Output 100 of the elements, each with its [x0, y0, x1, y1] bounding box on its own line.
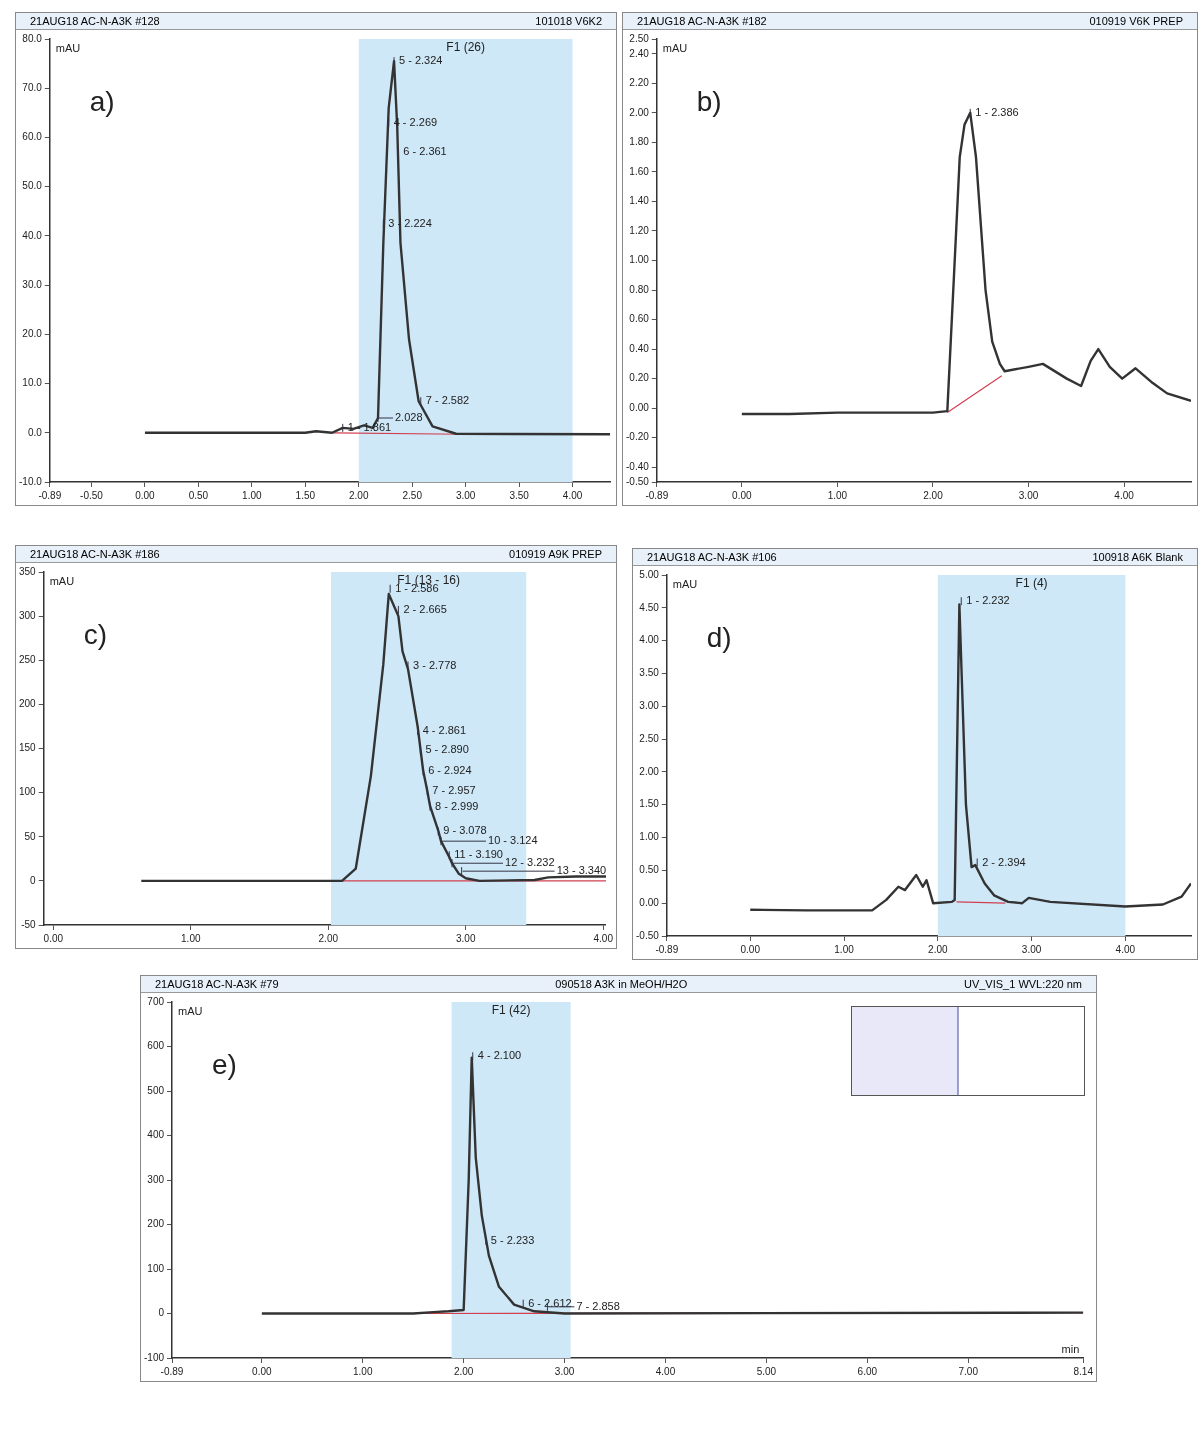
annotation: 10 - 3.124	[488, 834, 538, 847]
x-tick-label: 0.00	[740, 943, 761, 955]
y-tick-label: 4.00	[639, 634, 660, 646]
y-tick-label: 1.60	[629, 165, 650, 177]
y-tick-label: 1.50	[639, 798, 660, 810]
chart-subtitle: 010919 A9K PREP	[509, 547, 602, 562]
y-tick-label: 50.0	[22, 180, 43, 192]
y-tick-label: -100	[144, 1351, 165, 1363]
x-tick-label: 3.00	[456, 932, 476, 944]
chart-title: 21AUG18 AC-N-A3K #79	[155, 977, 279, 992]
annotation: 1 - 2.232	[966, 594, 1010, 607]
y-tick-label: 200	[19, 698, 37, 710]
y-tick-label: 1.40	[629, 195, 650, 207]
band-label: F1 (26)	[446, 40, 486, 55]
annotation: a)	[89, 85, 115, 117]
annotation: 5 - 2.233	[490, 1233, 535, 1246]
x-tick-label: 5.00	[756, 1365, 777, 1377]
y-tick-label: 2.00	[639, 765, 660, 777]
y-tick-label: 350	[19, 565, 37, 577]
annotation: 3 - 2.778	[413, 658, 457, 671]
y-tick-label: 10.0	[22, 377, 43, 389]
chart-title: 21AUG18 AC-N-A3K #182	[637, 14, 767, 29]
annotation: 5 - 2.324	[399, 54, 443, 67]
y-tick-label: 0.40	[629, 342, 650, 354]
y-tick-label: 1.20	[629, 224, 650, 236]
y-tick-label: -50	[21, 918, 37, 930]
x-tick-label: 1.00	[181, 932, 201, 944]
band-label: F1 (42)	[491, 1003, 531, 1018]
annotation: b)	[696, 85, 722, 117]
y-tick-label: 2.00	[629, 106, 650, 118]
y-tick-label: -0.50	[626, 475, 650, 487]
annotation: 2 - 2.665	[403, 602, 447, 615]
y-tick-label: 40.0	[22, 229, 43, 241]
x-tick-label: 1.50	[295, 489, 316, 501]
y-tick-label: 30.0	[22, 278, 43, 290]
annotation: 6 - 2.361	[403, 145, 447, 158]
y-tick-label: 0.80	[629, 283, 650, 295]
y-tick-label: -0.40	[626, 460, 650, 472]
x-tick-label: 2.00	[453, 1365, 474, 1377]
y-axis-title: mAU	[178, 1004, 203, 1017]
annotation: 6 - 2.612	[528, 1296, 572, 1309]
x-tick-label: 0.00	[252, 1365, 272, 1377]
y-tick-label: 300	[147, 1173, 165, 1185]
annotation: 7 - 2.858	[576, 1299, 620, 1312]
annotation: 6 - 2.924	[428, 764, 472, 777]
y-tick-label: 0.50	[639, 864, 660, 876]
y-axis-title: mAU	[672, 577, 698, 590]
annotation: 1 - 2.386	[975, 105, 1019, 118]
y-tick-label: 4.50	[639, 601, 660, 613]
chart-title: 21AUG18 AC-N-A3K #186	[30, 547, 160, 562]
annotation: 11 - 3.190	[454, 848, 503, 861]
y-tick-label: 1.00	[629, 254, 650, 266]
y-tick-label: 0	[30, 874, 37, 886]
x-tick-label: 0.00	[732, 489, 753, 501]
y-tick-label: 400	[147, 1129, 165, 1141]
x-tick-label: 3.00	[554, 1365, 575, 1377]
x-tick-label: 1.00	[242, 489, 263, 501]
y-tick-label: 3.50	[639, 667, 660, 679]
annotation: 12 - 3.232	[505, 856, 555, 869]
y-tick-label: 700	[147, 995, 165, 1007]
annotation: 7 - 2.957	[432, 783, 476, 796]
y-tick-label: 150	[19, 742, 37, 754]
y-tick-label: 1.00	[639, 831, 660, 843]
x-tick-label: 0.00	[43, 932, 64, 944]
chart-subtitle: 101018 V6K2	[535, 14, 602, 29]
y-tick-label: -10.0	[19, 475, 43, 487]
x-axis-title: min	[1061, 1342, 1080, 1355]
x-tick-label: 7.00	[958, 1365, 979, 1377]
y-axis-title: mAU	[55, 41, 81, 54]
annotation: 9 - 3.078	[443, 824, 487, 837]
y-tick-label: 2.40	[629, 47, 650, 59]
x-tick-label: 2.00	[349, 489, 369, 501]
annotation: 2.028	[395, 411, 423, 424]
y-tick-label: 0.00	[639, 896, 660, 908]
annotation: 2 - 2.394	[982, 855, 1026, 868]
x-tick-label: 4.00	[562, 489, 583, 501]
y-tick-label: 80.0	[22, 32, 43, 44]
y-tick-label: -0.20	[626, 431, 650, 443]
annotation: 13 - 3.340	[556, 864, 607, 877]
annotation: 7 - 2.582	[425, 394, 470, 407]
chart-title: 21AUG18 AC-N-A3K #128	[30, 14, 160, 29]
x-tick-label: 2.00	[923, 489, 944, 501]
annotation: 3 - 2.224	[388, 216, 432, 229]
y-tick-label: 0	[158, 1307, 165, 1319]
x-tick-label: 3.50	[509, 489, 530, 501]
y-tick-label: 2.20	[629, 77, 650, 89]
x-tick-label: 3.00	[1018, 489, 1039, 501]
x-tick-label: -0.89	[160, 1365, 184, 1377]
x-tick-label: 1.00	[834, 943, 855, 955]
chart-title: 21AUG18 AC-N-A3K #106	[647, 550, 777, 565]
x-tick-label: 6.00	[857, 1365, 878, 1377]
y-tick-label: 0.20	[629, 372, 650, 384]
annotation: 8 - 2.999	[435, 799, 479, 812]
x-tick-label: 4.00	[1115, 943, 1136, 955]
x-tick-label: -0.89	[655, 943, 679, 955]
y-tick-label: 2.50	[629, 32, 650, 44]
x-tick-label: 2.00	[318, 932, 339, 944]
annotation: c)	[83, 618, 108, 650]
y-tick-label: 1.80	[629, 136, 650, 148]
annotation: 4 - 2.861	[422, 723, 467, 736]
